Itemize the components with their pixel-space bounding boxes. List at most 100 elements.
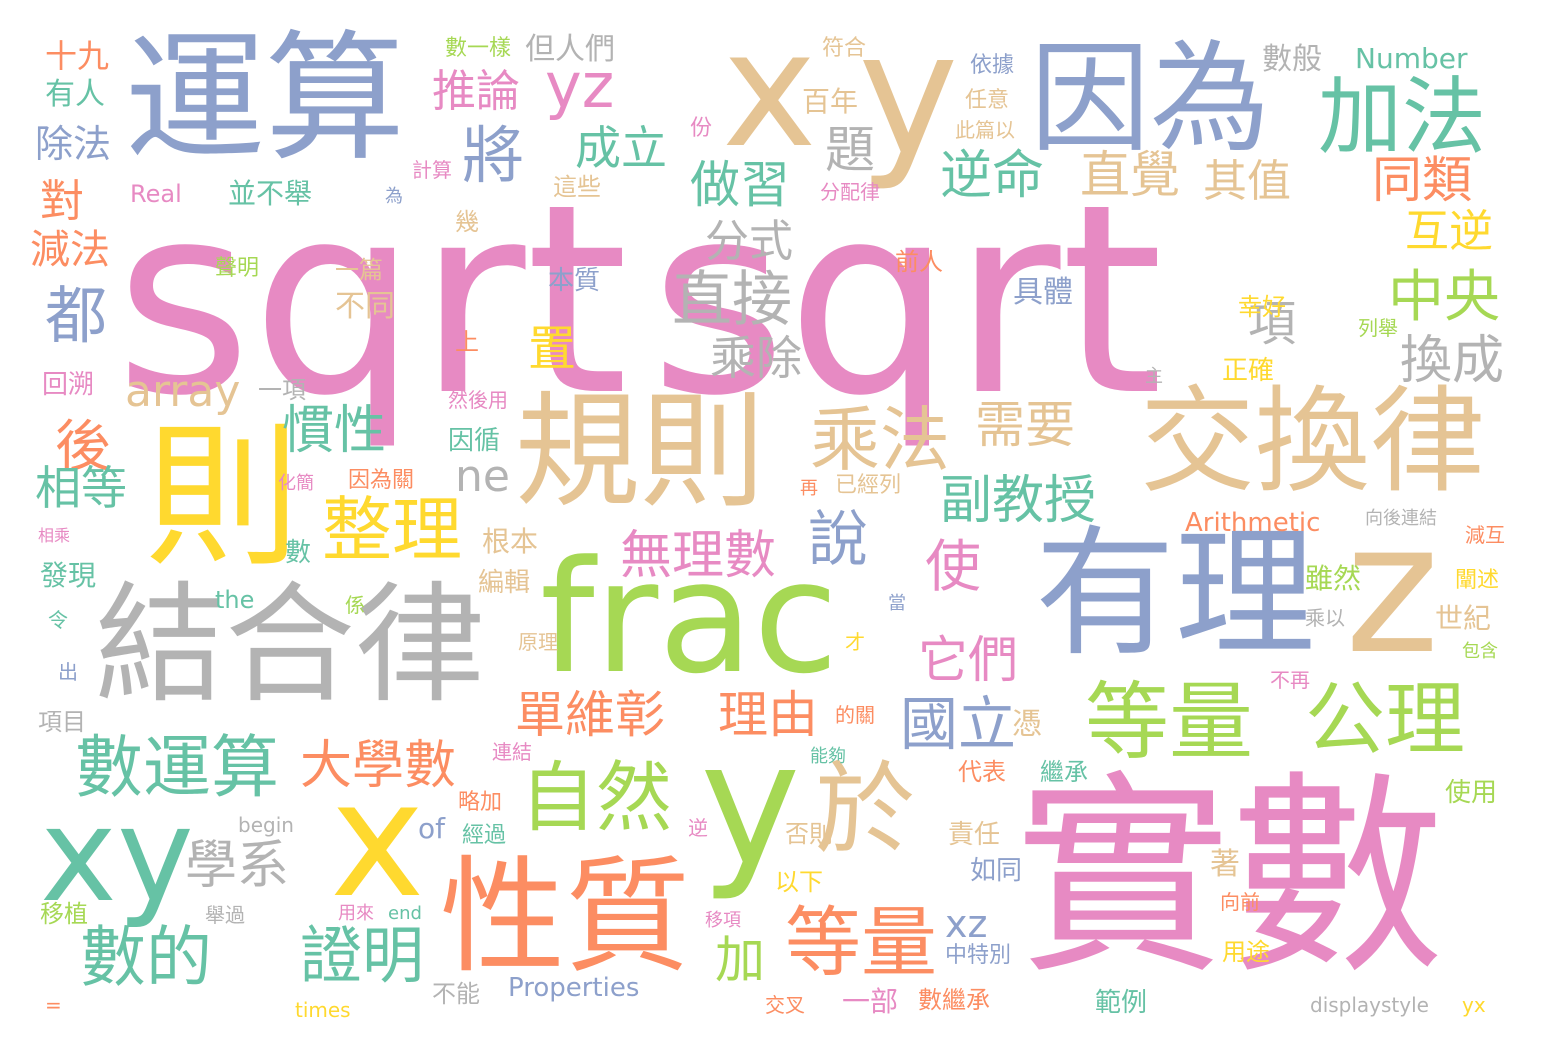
word-wei: 為 <box>385 186 403 207</box>
word-dou: 都 <box>45 279 108 352</box>
word-butong: 不同 <box>335 289 395 324</box>
word-youli: 有理 <box>1035 513 1316 676</box>
word-yongtu: 用途 <box>1222 938 1270 966</box>
word-xi: 係 <box>345 593 365 617</box>
word-fanli: 範例 <box>1095 988 1148 1018</box>
word-chengli: 成立 <box>575 121 667 175</box>
word-guoli: 國立 <box>900 690 1017 758</box>
word-yiju: 依據 <box>970 53 1015 78</box>
word-shuban: 數般 <box>1262 42 1322 77</box>
word-youren: 有人 <box>45 77 105 112</box>
word-jingguo: 經過 <box>462 823 507 848</box>
word-zai: 再 <box>800 478 818 499</box>
word-xinghao: 幸好 <box>1238 293 1286 321</box>
word-zuoxi: 做習 <box>690 156 790 214</box>
word-yunsuan: 運算 <box>125 18 406 181</box>
word-fuhe: 符合 <box>822 36 867 61</box>
word-shishu: 實數 <box>1015 752 1445 1003</box>
word-jianfa: 減法 <box>30 227 110 273</box>
word-frac: frac <box>540 527 839 708</box>
word-xiangcheng: 相乘 <box>38 526 71 545</box>
word-y: y <box>700 706 801 904</box>
word-of: of <box>418 812 445 845</box>
word-yibu: 一部 <box>842 985 899 1018</box>
word-zhexie: 這些 <box>553 173 601 201</box>
word-z: z <box>1345 485 1440 694</box>
word-fenpeilu: 分配律 <box>820 180 880 204</box>
word-yinxun: 因循 <box>448 426 501 456</box>
word-yizhi: 移植 <box>40 900 88 928</box>
word-yixia: 以下 <box>775 868 823 896</box>
word-yinweiguan: 因為關 <box>348 468 415 493</box>
word-ping: 憑 <box>1012 707 1042 742</box>
word-fen: 份 <box>690 116 713 141</box>
word-deguan: 的關 <box>835 703 875 727</box>
word-danrenmen: 但人們 <box>525 32 615 67</box>
word-tonglei: 同類 <box>1372 151 1472 209</box>
word-liyou: 理由 <box>718 686 818 744</box>
word-dengliang: 等量 <box>785 898 937 987</box>
word-shijiu: 十九 <box>45 37 110 75</box>
word-jianhu: 減互 <box>1465 523 1505 547</box>
word-properties: Properties <box>508 973 640 1003</box>
word-juguo: 舉過 <box>205 903 245 927</box>
word-chanshu: 闡述 <box>1455 568 1500 593</box>
word-chengyi: 乘以 <box>1305 606 1345 630</box>
word-jiang: 將 <box>462 119 525 192</box>
word-chufa: 除法 <box>35 122 112 166</box>
word-yx: yx <box>1462 993 1486 1017</box>
word-sqrt: sqrt <box>115 148 629 453</box>
word-xiang: 項 <box>1248 296 1297 352</box>
word-yipian: 一篇 <box>335 256 383 284</box>
word-chengchu: 乘除 <box>710 331 802 385</box>
word-ziran: 自然 <box>520 753 672 842</box>
word-huancheng: 換成 <box>1400 331 1505 391</box>
word-dui: 對 <box>40 176 84 227</box>
word-xz: xz <box>945 902 988 946</box>
word-shude: 數的 <box>80 919 212 996</box>
word-xianghoulianjie: 向後連結 <box>1365 508 1437 529</box>
word-x: x <box>722 0 817 183</box>
word-array: array <box>125 366 241 417</box>
word-the: the <box>215 586 255 614</box>
word-shi: 使 <box>925 535 981 600</box>
word-shiji: 世紀 <box>1435 602 1492 635</box>
word-bianji: 編輯 <box>478 568 531 598</box>
word-shu: 數 <box>285 538 312 568</box>
word-gongli: 公理 <box>1305 673 1465 766</box>
word-xy: xy <box>40 779 194 931</box>
word-tamen: 它們 <box>918 631 1018 689</box>
word-buzai: 不再 <box>1270 668 1310 692</box>
word-yuanli: 原理 <box>518 630 558 654</box>
word-qizhi: 其值 <box>1203 156 1291 207</box>
word-xiangqian: 向前 <box>1220 890 1260 914</box>
word-ni: 逆 <box>688 816 708 840</box>
word-shengming: 聲明 <box>215 256 260 281</box>
word-ti: 題 <box>825 121 875 179</box>
word-nenggou: 能夠 <box>810 746 846 767</box>
word-bainian: 百年 <box>802 85 859 118</box>
word-number: Number <box>1355 42 1468 75</box>
word-cipian: 此篇以 <box>955 118 1015 142</box>
word-xuyao: 需要 <box>975 396 1075 454</box>
word-equals: = <box>45 993 62 1017</box>
word-fenshi: 分式 <box>705 216 793 267</box>
word-ruotong: 如同 <box>970 856 1023 886</box>
word-shuo: 說 <box>808 505 868 575</box>
word-xiangdeng: 相等 <box>35 461 127 515</box>
word-xuexi: 學系 <box>185 836 290 896</box>
word-y: y <box>858 0 959 194</box>
word-zhu: 主 <box>1145 366 1163 387</box>
word-displaystyle: displaystyle <box>1310 993 1429 1017</box>
word-huni: 互逆 <box>1405 206 1493 257</box>
word-shang: 上 <box>455 328 479 356</box>
word-chengfa: 乘法 <box>810 399 950 481</box>
word-jisuan: 計算 <box>412 158 452 182</box>
word-ji: 幾 <box>455 208 479 236</box>
word-ranhouyong: 然後用 <box>448 388 508 412</box>
word-jicheng: 繼承 <box>1040 758 1088 786</box>
word-zhu2: 著 <box>1210 847 1240 882</box>
word-qianren: 前人 <box>895 248 943 276</box>
word-shiyong: 使用 <box>1445 778 1498 808</box>
